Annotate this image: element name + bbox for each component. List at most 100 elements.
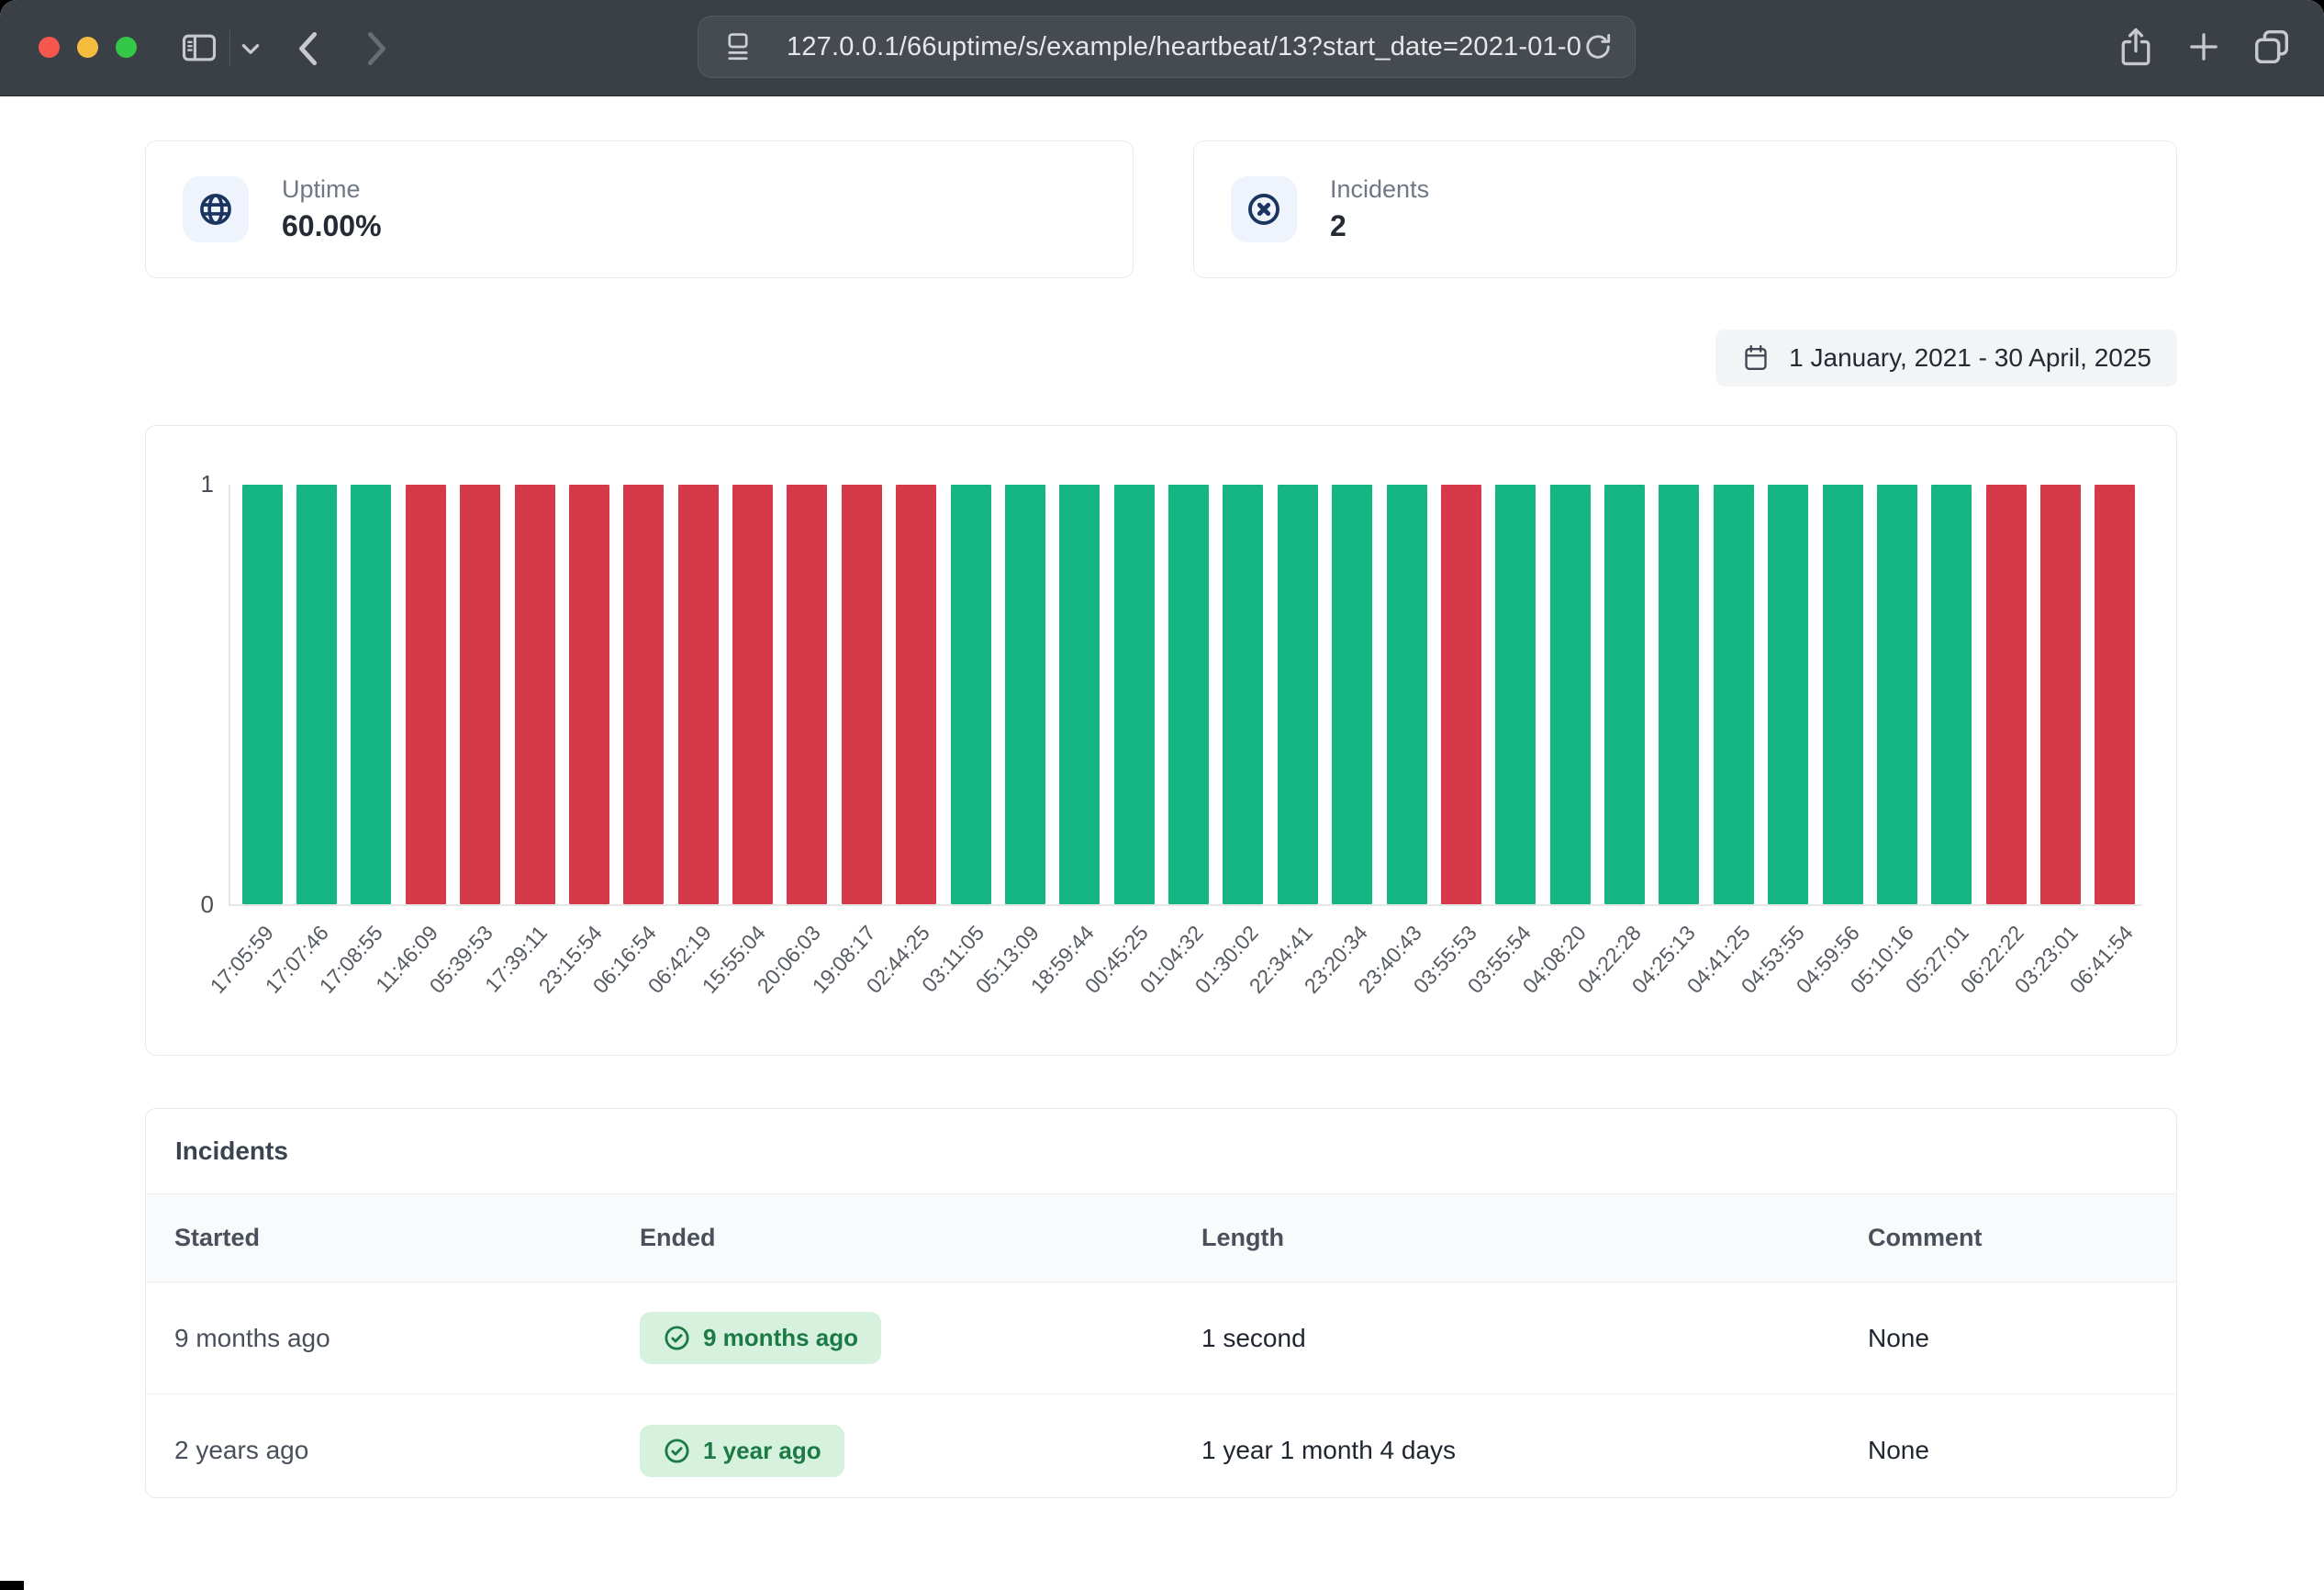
url-text: 127.0.0.1/66uptime/s/example/heartbeat/1… — [787, 31, 1581, 62]
incident-comment: None — [1868, 1436, 1929, 1464]
heartbeat-bar-slot — [1816, 485, 1870, 904]
heartbeat-bar-slot — [2088, 485, 2142, 904]
heartbeat-bar-slot — [1489, 485, 1543, 904]
toolbar-divider — [229, 30, 230, 67]
heartbeat-bar-down[interactable] — [896, 485, 937, 904]
page-settings-icon[interactable] — [722, 28, 754, 65]
uptime-label: Uptime — [282, 175, 361, 203]
heartbeat-bar-up[interactable] — [1277, 485, 1318, 904]
heartbeat-bar-slot — [1652, 485, 1706, 904]
heartbeat-bar-up[interactable] — [296, 485, 338, 904]
minimize-window-button[interactable] — [77, 37, 98, 58]
heartbeat-bar-up[interactable] — [1004, 485, 1045, 904]
heartbeat-bar-up[interactable] — [1931, 485, 1972, 904]
new-tab-icon[interactable] — [2184, 28, 2223, 66]
incident-ended-badge: 9 months ago — [640, 1312, 882, 1364]
share-icon[interactable] — [2116, 24, 2156, 72]
heartbeat-bar-up[interactable] — [950, 485, 991, 904]
heartbeat-bar-up[interactable] — [1822, 485, 1863, 904]
heartbeat-bar-up[interactable] — [1168, 485, 1210, 904]
calendar-icon — [1741, 342, 1771, 374]
heartbeat-bar-down[interactable] — [841, 485, 882, 904]
incident-row[interactable]: 9 months ago 9 months ago 1 second None — [146, 1282, 2176, 1394]
heartbeat-bar-up[interactable] — [1713, 485, 1754, 904]
incident-started: 2 years ago — [174, 1436, 309, 1464]
incidents-table-body: 9 months ago 9 months ago 1 second None … — [146, 1282, 2176, 1497]
heartbeat-bar-up[interactable] — [1659, 485, 1700, 904]
heartbeat-bar-up[interactable] — [1876, 485, 1917, 904]
incident-length: 1 second — [1201, 1323, 1306, 1352]
incident-row[interactable]: 2 years ago 1 year ago 1 year 1 month 4 … — [146, 1394, 2176, 1497]
heartbeat-bar-up[interactable] — [351, 485, 392, 904]
column-header-started: Started — [174, 1224, 261, 1251]
chevron-down-icon[interactable] — [239, 41, 263, 58]
heartbeat-bar-slot — [1325, 485, 1380, 904]
y-axis-tick-1: 1 — [200, 470, 214, 498]
heartbeat-bar-slot — [1870, 485, 1924, 904]
incidents-stat-card: Incidents 2 — [1193, 140, 2177, 278]
heartbeat-bar-down[interactable] — [623, 485, 665, 904]
heartbeat-bar-slot — [1543, 485, 1597, 904]
incident-ended-badge: 1 year ago — [640, 1424, 844, 1477]
forward-button[interactable] — [360, 26, 391, 72]
heartbeat-bar-slot — [235, 485, 289, 904]
heartbeat-bar-down[interactable] — [787, 485, 828, 904]
heartbeat-bar-up[interactable] — [1549, 485, 1591, 904]
close-window-button[interactable] — [39, 37, 60, 58]
column-header-length: Length — [1201, 1224, 1284, 1251]
heartbeat-bar-slot — [289, 485, 343, 904]
heartbeat-bar-up[interactable] — [1223, 485, 1264, 904]
heartbeat-bars — [235, 485, 2142, 904]
incidents-table-card: Incidents Started Ended Length Comment 9… — [145, 1108, 2177, 1498]
heartbeat-bar-up[interactable] — [1386, 485, 1427, 904]
heartbeat-bar-slot — [1053, 485, 1107, 904]
reload-icon[interactable] — [1581, 30, 1615, 63]
heartbeat-bar-slot — [344, 485, 398, 904]
heartbeat-bar-up[interactable] — [1495, 485, 1536, 904]
column-header-ended: Ended — [640, 1224, 716, 1251]
globe-icon — [183, 176, 249, 242]
heartbeat-bar-up[interactable] — [1604, 485, 1646, 904]
browser-toolbar: 127.0.0.1/66uptime/s/example/heartbeat/1… — [0, 0, 2324, 96]
date-range-picker[interactable]: 1 January, 2021 - 30 April, 2025 — [1715, 330, 2177, 386]
heartbeat-bar-slot — [1434, 485, 1488, 904]
heartbeat-bar-down[interactable] — [2095, 485, 2136, 904]
heartbeat-bar-down[interactable] — [568, 485, 609, 904]
heartbeat-bar-slot — [617, 485, 671, 904]
screenshot-artifact — [0, 1581, 24, 1590]
heartbeat-bar-down[interactable] — [677, 485, 719, 904]
incident-ended: 1 year ago — [703, 1436, 821, 1464]
back-button[interactable] — [294, 26, 325, 72]
heartbeat-bar-down[interactable] — [460, 485, 501, 904]
heartbeat-bar-slot — [889, 485, 944, 904]
heartbeat-bar-slot — [1161, 485, 1215, 904]
heartbeat-bar-up[interactable] — [1059, 485, 1101, 904]
heartbeat-bar-down[interactable] — [1440, 485, 1481, 904]
heartbeat-bar-slot — [834, 485, 888, 904]
heartbeat-bar-down[interactable] — [405, 485, 446, 904]
heartbeat-bar-down[interactable] — [1985, 485, 2027, 904]
page-content: Uptime 60.00% Incidents 2 1 January, 202… — [0, 97, 2324, 1590]
heartbeat-bar-up[interactable] — [241, 485, 283, 904]
incidents-table-header: Started Ended Length Comment — [146, 1193, 2176, 1282]
tab-overview-icon[interactable] — [2251, 26, 2293, 68]
heartbeat-bar-slot — [1216, 485, 1270, 904]
address-bar[interactable]: 127.0.0.1/66uptime/s/example/heartbeat/1… — [698, 16, 1636, 78]
heartbeat-bar-up[interactable] — [1768, 485, 1809, 904]
incident-ended: 9 months ago — [703, 1324, 859, 1351]
heartbeat-bar-slot — [1979, 485, 2033, 904]
zoom-window-button[interactable] — [116, 37, 137, 58]
heartbeat-bar-down[interactable] — [732, 485, 774, 904]
heartbeat-bar-up[interactable] — [1113, 485, 1155, 904]
check-circle-icon — [663, 1437, 691, 1465]
heartbeat-bar-slot — [1761, 485, 1816, 904]
uptime-value: 60.00% — [282, 209, 382, 242]
sidebar-toggle-icon[interactable] — [178, 28, 220, 68]
window-controls — [39, 37, 137, 58]
heartbeat-bar-down[interactable] — [2040, 485, 2082, 904]
heartbeat-bar-slot — [2033, 485, 2087, 904]
heartbeat-bar-down[interactable] — [514, 485, 555, 904]
heartbeat-bar-up[interactable] — [1332, 485, 1373, 904]
heartbeat-bar-slot — [453, 485, 508, 904]
